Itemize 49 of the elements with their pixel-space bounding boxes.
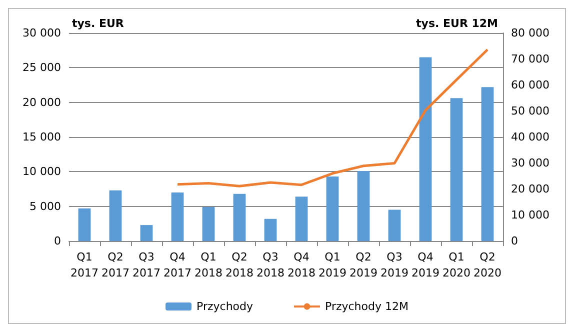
- y2-tick-label: 80 000: [511, 26, 550, 40]
- bar: [140, 225, 153, 241]
- y2-tick-label: 50 000: [511, 104, 550, 118]
- y-tick-label: 30 000: [22, 26, 61, 40]
- x-tick-label: Q3 2019: [380, 250, 408, 280]
- y2-tick-label: 30 000: [511, 156, 550, 170]
- y2-tick-label: 0: [511, 234, 518, 248]
- y-tick-label: 0: [54, 234, 61, 248]
- x-tick-label: Q2 2020: [474, 250, 502, 280]
- y-tick-label: 20 000: [22, 96, 61, 109]
- x-tick-label: Q1 2020: [442, 250, 470, 280]
- y2-tick-label: 40 000: [511, 130, 550, 144]
- y2-tick-label: 60 000: [511, 78, 550, 92]
- bar: [264, 218, 277, 241]
- bar: [202, 207, 215, 241]
- x-tick-label: Q4 2019: [412, 250, 440, 280]
- y2-tick-label: 10 000: [511, 208, 550, 222]
- bar: [78, 208, 91, 241]
- x-tick-label: Q2 2018: [226, 250, 254, 280]
- legend-label: Przychody 12M: [325, 300, 408, 313]
- x-tick-label: Q1 2017: [70, 250, 98, 280]
- line-series: [176, 48, 489, 188]
- bar: [388, 210, 401, 241]
- y-axis-title: tys. EUR: [72, 17, 124, 30]
- y2-axis-title: tys. EUR 12M: [416, 17, 498, 30]
- bar: [326, 176, 339, 241]
- bar: [171, 192, 184, 241]
- legend-label: Przychody: [196, 300, 254, 313]
- y-tick-label: 5 000: [30, 200, 61, 213]
- y-tick-label: 25 000: [22, 61, 61, 74]
- x-tick-label: Q4 2017: [164, 250, 192, 280]
- y-tick-label: 15 000: [22, 130, 61, 144]
- bar: [450, 98, 463, 241]
- x-tick-label: Q4 2018: [288, 250, 316, 280]
- x-tick-label: Q3 2017: [132, 250, 160, 280]
- y2-tick-label: 70 000: [511, 52, 550, 66]
- bar: [481, 87, 494, 241]
- bar: [109, 190, 122, 241]
- bar: [357, 170, 370, 241]
- x-tick-label: Q1 2019: [318, 250, 346, 280]
- x-tick-label: Q2 2017: [102, 250, 130, 280]
- y-tick-label: 10 000: [22, 165, 61, 178]
- x-tick-label: Q1 2018: [194, 250, 222, 280]
- bar: [419, 57, 432, 241]
- bar: [233, 194, 246, 241]
- bar: [295, 196, 308, 241]
- x-tick-label: Q2 2019: [350, 250, 378, 280]
- x-tick-label: Q3 2018: [256, 250, 284, 280]
- y2-tick-label: 20 000: [511, 182, 550, 196]
